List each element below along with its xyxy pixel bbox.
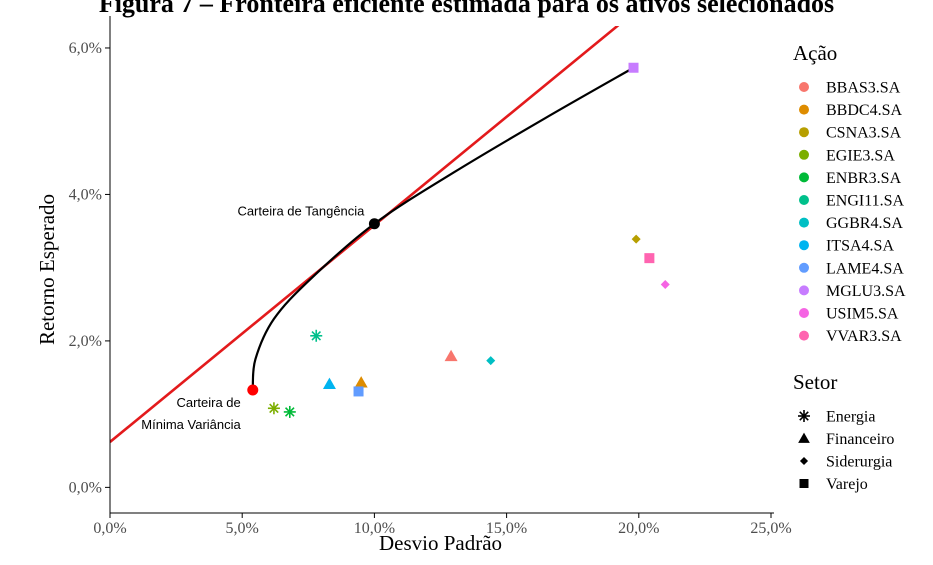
asset-point-lame4-sa bbox=[353, 386, 364, 397]
asset-point-enbr3-sa bbox=[283, 405, 296, 418]
legend-title-setor: Setor bbox=[793, 370, 837, 394]
legend-color-swatch bbox=[799, 172, 809, 183]
capital-market-line bbox=[110, 26, 620, 443]
legend-color-swatch bbox=[799, 262, 809, 273]
x-tick-label: 20,0% bbox=[618, 520, 659, 537]
legend-asterisk-icon bbox=[798, 410, 810, 422]
y-tick-label: 2,0% bbox=[69, 333, 102, 350]
legend-color-swatch bbox=[799, 104, 809, 115]
figure-title: Figura 7 – Fronteira eficiente estimada … bbox=[98, 0, 835, 18]
tangency-portfolio-label: Carteira de Tangência bbox=[237, 204, 365, 219]
legend-item-label: EGIE3.SA bbox=[826, 147, 895, 164]
legend-diamond-icon bbox=[799, 456, 809, 466]
y-tick-label: 4,0% bbox=[69, 186, 102, 203]
asset-point-engi11-sa bbox=[310, 329, 323, 342]
asset-point-itsa4-sa bbox=[322, 377, 336, 389]
x-tick-label: 5,0% bbox=[226, 520, 259, 537]
legend-square-icon bbox=[799, 479, 809, 488]
min-variance-point bbox=[247, 384, 259, 396]
x-tick-label: 15,0% bbox=[486, 520, 527, 537]
legend-item-label: USIM5.SA bbox=[826, 306, 899, 323]
legend-item-label: ENGI11.SA bbox=[826, 193, 905, 210]
asset-point-mglu3-sa bbox=[628, 62, 639, 73]
legend-item-label: LAME4.SA bbox=[826, 260, 904, 277]
y-axis-title: Retorno Esperado bbox=[35, 194, 59, 345]
legend-triangle-icon bbox=[798, 432, 810, 443]
asset-point-bbas3-sa bbox=[444, 349, 458, 362]
legend-color-swatch bbox=[799, 149, 809, 160]
legend-item-label: Varejo bbox=[826, 476, 868, 493]
x-tick-label: 0,0% bbox=[93, 520, 126, 537]
legend-color-swatch bbox=[799, 330, 809, 341]
legend-color-swatch bbox=[799, 195, 809, 205]
x-axis-title: Desvio Padrão bbox=[379, 531, 502, 555]
asset-point-egie3-sa bbox=[267, 402, 280, 415]
asset-point-vvar3-sa bbox=[644, 253, 655, 264]
tangency-point bbox=[368, 218, 380, 230]
x-tick-label: 10,0% bbox=[354, 520, 395, 537]
legend-title-acao: Ação bbox=[793, 41, 837, 65]
asset-point-bbdc4-sa bbox=[354, 376, 368, 388]
legend-item-label: CSNA3.SA bbox=[826, 125, 902, 142]
legend-item-label: BBAS3.SA bbox=[826, 80, 901, 97]
legend-item-label: Financeiro bbox=[826, 431, 894, 448]
legend-item-label: BBDC4.SA bbox=[826, 102, 902, 119]
legend-item-label: MGLU3.SA bbox=[826, 283, 906, 300]
asset-point-usim5-sa bbox=[660, 280, 670, 290]
legend-color-swatch bbox=[799, 308, 809, 318]
legend-item-label: ENBR3.SA bbox=[826, 170, 902, 187]
legend-color-swatch bbox=[799, 217, 809, 228]
legend-color-swatch bbox=[799, 82, 809, 92]
min-variance-label-line: Carteira de bbox=[176, 395, 240, 410]
legend-color-swatch bbox=[799, 285, 809, 296]
legend-item-label: ITSA4.SA bbox=[826, 238, 894, 255]
y-tick-label: 6,0% bbox=[69, 40, 102, 57]
legend-item-label: Siderurgia bbox=[826, 454, 892, 471]
x-tick-label: 25,0% bbox=[750, 520, 791, 537]
legend-color-swatch bbox=[799, 127, 809, 138]
asset-point-csna3-sa bbox=[631, 234, 641, 244]
legend-color-swatch bbox=[799, 240, 809, 251]
legend-item-label: Energia bbox=[826, 409, 875, 426]
min-variance-label-line: Mínima Variância bbox=[141, 417, 241, 432]
legend-item-label: VVAR3.SA bbox=[826, 328, 902, 345]
asset-point-ggbr4-sa bbox=[486, 356, 496, 366]
legend-item-label: GGBR4.SA bbox=[826, 215, 903, 232]
y-tick-label: 0,0% bbox=[69, 479, 102, 496]
efficient-frontier-curve bbox=[251, 66, 635, 391]
